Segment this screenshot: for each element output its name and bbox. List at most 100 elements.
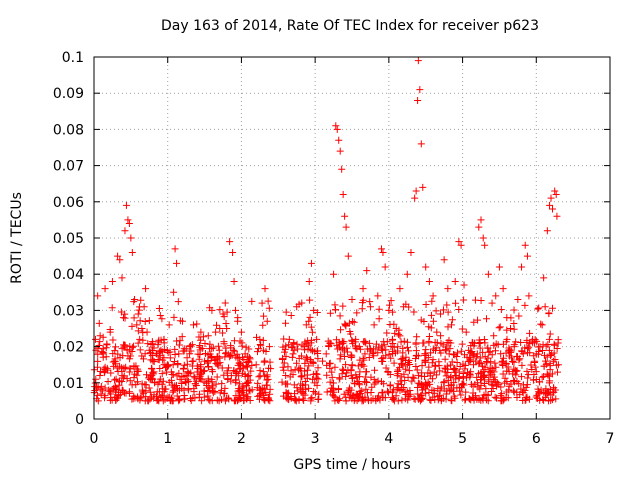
data-point xyxy=(480,391,488,399)
data-point xyxy=(385,306,393,314)
data-point xyxy=(139,336,147,344)
data-point xyxy=(534,385,542,393)
data-point xyxy=(136,394,144,402)
data-point xyxy=(394,380,402,388)
data-point xyxy=(448,321,456,329)
data-point xyxy=(418,372,426,380)
data-point xyxy=(414,57,422,65)
data-point xyxy=(234,314,242,322)
data-point xyxy=(305,317,313,325)
data-point xyxy=(546,330,554,338)
data-point xyxy=(543,390,551,398)
data-point xyxy=(499,370,507,378)
data-point xyxy=(195,333,203,341)
data-point xyxy=(341,346,349,354)
data-point xyxy=(360,362,368,370)
data-point xyxy=(241,350,249,358)
data-point xyxy=(542,357,550,365)
data-point xyxy=(186,342,194,350)
data-point xyxy=(336,312,344,320)
data-point xyxy=(155,304,163,312)
data-point xyxy=(506,325,514,332)
data-point xyxy=(153,392,161,400)
data-point xyxy=(477,359,485,367)
y-tick-label: 0.04 xyxy=(53,267,84,283)
data-point xyxy=(359,354,367,362)
data-point xyxy=(279,363,287,371)
data-point xyxy=(340,352,348,360)
data-point xyxy=(323,361,331,369)
data-point xyxy=(527,361,535,369)
data-point xyxy=(552,191,560,199)
data-point xyxy=(263,317,271,325)
data-point xyxy=(171,345,179,353)
data-point xyxy=(375,315,383,323)
data-point xyxy=(475,223,483,231)
data-point xyxy=(186,343,194,351)
data-point xyxy=(370,321,378,329)
data-point xyxy=(513,367,521,375)
data-point xyxy=(280,366,288,374)
data-point xyxy=(223,325,231,332)
data-point xyxy=(237,328,245,336)
data-point xyxy=(417,316,425,324)
data-point xyxy=(284,363,292,371)
data-point xyxy=(296,364,304,372)
data-point xyxy=(312,370,320,378)
data-point xyxy=(504,394,512,402)
data-point xyxy=(550,340,558,348)
data-point xyxy=(307,259,315,267)
data-point xyxy=(265,364,273,372)
data-point xyxy=(549,205,557,213)
data-point xyxy=(342,361,350,369)
data-point xyxy=(266,358,274,366)
data-point xyxy=(193,320,201,328)
data-point xyxy=(443,301,451,309)
data-point xyxy=(188,358,196,366)
data-point xyxy=(494,341,502,349)
data-point xyxy=(183,354,191,362)
data-point xyxy=(341,212,349,220)
data-point xyxy=(378,342,386,350)
data-point xyxy=(247,367,255,375)
data-point xyxy=(400,337,408,345)
data-point xyxy=(228,351,236,359)
data-point xyxy=(114,252,122,260)
data-point xyxy=(523,367,531,375)
data-point xyxy=(157,346,165,354)
data-point xyxy=(330,392,338,400)
y-tick-label: 0.08 xyxy=(53,122,84,138)
data-point xyxy=(442,365,450,373)
data-point xyxy=(338,165,346,173)
data-point xyxy=(295,395,303,403)
data-point xyxy=(545,372,553,380)
data-point xyxy=(178,333,186,341)
data-point xyxy=(119,314,127,322)
data-point xyxy=(505,344,513,352)
data-point xyxy=(170,357,178,365)
data-point xyxy=(493,394,501,402)
data-point xyxy=(282,372,290,380)
data-point xyxy=(184,376,192,384)
data-point xyxy=(319,357,327,365)
data-point xyxy=(414,379,422,387)
data-point xyxy=(196,346,204,354)
data-point xyxy=(183,360,191,368)
data-point xyxy=(422,382,430,390)
data-point xyxy=(433,328,441,336)
data-point xyxy=(363,378,371,386)
data-point xyxy=(123,346,131,354)
data-point xyxy=(546,201,554,209)
data-point xyxy=(124,216,132,224)
data-point xyxy=(345,387,353,395)
data-point xyxy=(314,396,322,404)
data-point xyxy=(240,355,248,363)
data-point xyxy=(366,303,374,311)
data-point xyxy=(116,256,124,264)
data-point xyxy=(244,393,252,401)
data-point xyxy=(262,388,270,396)
data-point xyxy=(336,375,344,383)
data-point xyxy=(422,301,430,309)
data-point xyxy=(156,364,164,372)
data-point xyxy=(394,343,402,351)
